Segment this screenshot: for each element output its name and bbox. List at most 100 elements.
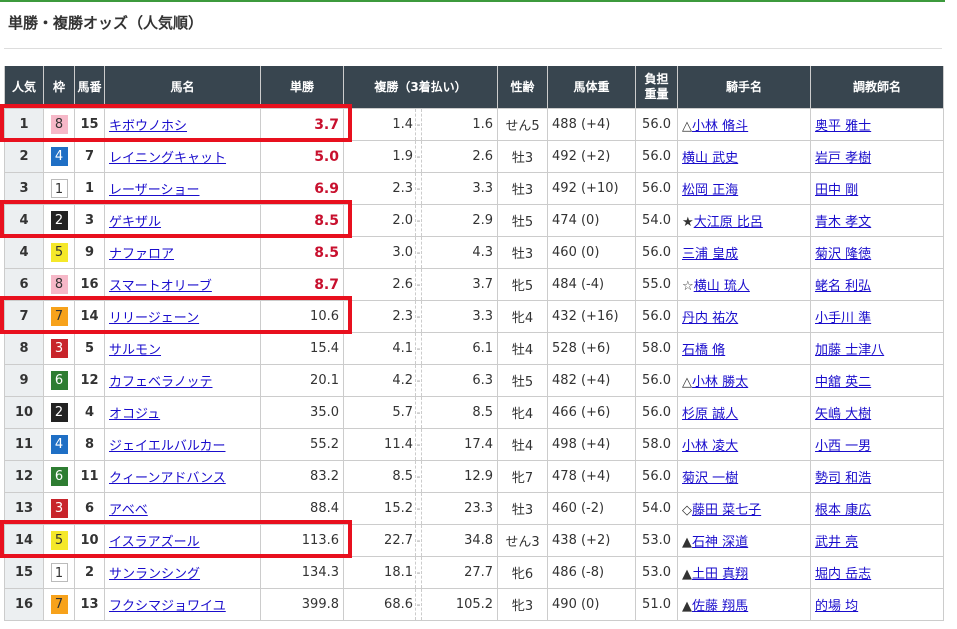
horse-name-link[interactable]: アベベ	[109, 503, 148, 518]
win-odds: 6.9	[314, 180, 339, 197]
trainer-cell: 菊沢 隆徳	[810, 236, 945, 269]
win-odds: 3.7	[314, 116, 339, 133]
place-odds-separator: -	[415, 588, 422, 621]
trainer-link[interactable]: 武井 亮	[815, 535, 859, 550]
horse-number: 10	[74, 524, 105, 557]
place-odds-max: 4.3	[420, 236, 499, 269]
place-odds-min: 2.3	[343, 172, 416, 205]
header-load[interactable]: 負担 重量	[635, 66, 679, 109]
horse-weight: 484 (-4)	[547, 268, 637, 301]
jockey-cell: △小林 勝太	[677, 364, 812, 397]
horse-number: 8	[74, 428, 105, 461]
trainer-link[interactable]: 小手川 準	[815, 311, 872, 326]
trainer-link[interactable]: 田中 剛	[815, 183, 859, 198]
horse-weight: 438 (+2)	[547, 524, 637, 557]
trainer-cell: 根本 康広	[810, 492, 945, 525]
horse-number: 7	[74, 140, 105, 173]
jockey-link[interactable]: 石神 深道	[692, 535, 749, 550]
waku-cell: 8	[43, 108, 75, 141]
horse-name-link[interactable]: ゲキザル	[109, 215, 162, 230]
header-name[interactable]: 馬名	[104, 66, 261, 109]
horse-name-link[interactable]: スマートオリーブ	[109, 279, 212, 294]
trainer-link[interactable]: 奥平 雅士	[815, 119, 872, 134]
place-odds-min: 2.3	[343, 300, 416, 333]
horse-name-link[interactable]: ナファロア	[109, 247, 175, 262]
header-waku[interactable]: 枠	[43, 66, 75, 109]
header-num[interactable]: 馬番	[74, 66, 105, 109]
horse-name-link[interactable]: サルモン	[109, 343, 162, 358]
win-odds-cell: 83.2	[260, 460, 344, 493]
sex-age: 牡4	[497, 428, 549, 461]
header-sex[interactable]: 性齢	[497, 66, 549, 109]
header-place[interactable]: 複勝（3着払い）	[342, 66, 499, 109]
place-odds-max: 8.5	[420, 396, 499, 429]
horse-name-link[interactable]: カフェベラノッテ	[109, 375, 213, 390]
trainer-link[interactable]: 矢嶋 大樹	[815, 407, 872, 422]
trainer-link[interactable]: 中舘 英二	[815, 375, 872, 390]
header-win[interactable]: 単勝	[260, 66, 344, 109]
trainer-link[interactable]: 堀内 岳志	[815, 567, 872, 582]
horse-name-link[interactable]: キボウノホシ	[109, 119, 188, 134]
trainer-cell: 青木 孝文	[810, 204, 945, 237]
waku-badge: 7	[50, 595, 68, 614]
place-odds-min: 2.0	[343, 204, 416, 237]
trainer-link[interactable]: 青木 孝文	[815, 215, 872, 230]
waku-badge: 6	[50, 467, 68, 486]
jockey-link[interactable]: 大江原 比呂	[693, 215, 763, 230]
horse-name-link[interactable]: ジェイエルバルカー	[109, 439, 226, 454]
horse-name-link[interactable]: クィーンアドバンス	[109, 471, 226, 486]
jockey-link[interactable]: 横山 琉人	[693, 279, 750, 294]
header-trainer[interactable]: 調教師名	[810, 66, 945, 109]
jockey-link[interactable]: 佐藤 翔馬	[692, 599, 749, 614]
load-weight: 56.0	[635, 108, 679, 141]
trainer-link[interactable]: 勢司 和浩	[815, 471, 872, 486]
popularity: 8	[4, 332, 44, 365]
win-odds-cell: 15.4	[260, 332, 344, 365]
popularity: 15	[4, 556, 44, 589]
trainer-link[interactable]: 蛯名 利弘	[815, 279, 872, 294]
trainer-cell: 勢司 和浩	[810, 460, 945, 493]
horse-name-link[interactable]: イスラアズール	[109, 535, 200, 550]
sex-age: 牡5	[497, 204, 549, 237]
trainer-link[interactable]: 根本 康広	[815, 503, 872, 518]
load-weight: 56.0	[635, 364, 679, 397]
jockey-link[interactable]: 小林 凌大	[682, 439, 739, 454]
place-odds-max: 2.6	[420, 140, 499, 173]
horse-name-link[interactable]: リリージェーン	[109, 311, 200, 326]
jockey-link[interactable]: 菊沢 一樹	[682, 471, 739, 486]
trainer-link[interactable]: 岩戸 孝樹	[815, 151, 872, 166]
header-weight[interactable]: 馬体重	[547, 66, 637, 109]
horse-number: 5	[74, 332, 105, 365]
horse-name-link[interactable]: オコジュ	[109, 407, 161, 422]
jockey-link[interactable]: 藤田 菜七子	[692, 503, 762, 518]
jockey-link[interactable]: 横山 武史	[682, 151, 739, 166]
trainer-link[interactable]: 小西 一男	[815, 439, 872, 454]
jockey-link[interactable]: 石橋 脩	[682, 343, 726, 358]
win-odds-cell: 8.5	[260, 236, 344, 269]
jockey-cell: ▲佐藤 翔馬	[677, 588, 812, 621]
trainer-link[interactable]: 加藤 士津八	[815, 343, 885, 358]
horse-name-link[interactable]: フクシマジョワイユ	[109, 599, 226, 614]
jockey-link[interactable]: 三浦 皇成	[682, 247, 739, 262]
horse-number: 14	[74, 300, 105, 333]
trainer-link[interactable]: 菊沢 隆徳	[815, 247, 872, 262]
place-odds-max: 3.7	[420, 268, 499, 301]
horse-name-cell: サンランシング	[104, 556, 261, 589]
jockey-link[interactable]: 小林 脩斗	[692, 119, 749, 134]
jockey-link[interactable]: 丹内 祐次	[682, 311, 739, 326]
header-jockey[interactable]: 騎手名	[677, 66, 812, 109]
header-pop[interactable]: 人気	[4, 66, 44, 109]
table-row: 3 1 1 レーザーショー 6.9 2.3 - 3.3 牡3 492 (+10)…	[4, 172, 945, 205]
table-row: 6 8 16 スマートオリーブ 8.7 2.6 - 3.7 牝5 484 (-4…	[4, 268, 945, 301]
jockey-link[interactable]: 松岡 正海	[682, 183, 739, 198]
jockey-link[interactable]: 小林 勝太	[692, 375, 749, 390]
trainer-link[interactable]: 的場 均	[815, 599, 859, 614]
table-row: 4 2 3 ゲキザル 8.5 2.0 - 2.9 牡5 474 (0) 54.0…	[4, 204, 945, 237]
horse-name-link[interactable]: レイニングキャット	[109, 151, 227, 166]
jockey-link[interactable]: 杉原 誠人	[682, 407, 739, 422]
horse-name-cell: ナファロア	[104, 236, 261, 269]
horse-name-link[interactable]: サンランシング	[109, 567, 201, 582]
horse-weight: 488 (+4)	[547, 108, 637, 141]
horse-name-link[interactable]: レーザーショー	[109, 183, 200, 198]
jockey-link[interactable]: 土田 真翔	[692, 567, 749, 582]
